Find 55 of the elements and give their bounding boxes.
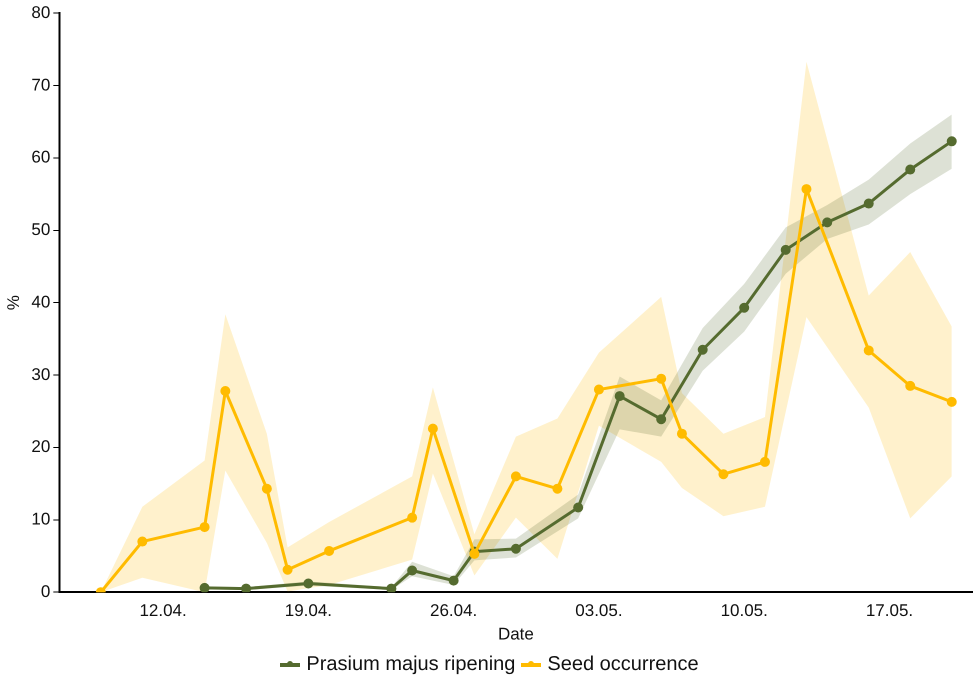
legend-label: Seed occurrence (547, 653, 699, 676)
y-tick-label: 0 (40, 582, 50, 601)
y-tick-label: 20 (31, 437, 50, 456)
point (552, 484, 562, 494)
point (303, 578, 314, 589)
y-tick-label: 70 (31, 75, 50, 94)
x-tick-label: 03.05. (575, 601, 623, 620)
x-tick-label: 26.04. (430, 601, 478, 620)
point (200, 582, 210, 592)
point (428, 424, 438, 434)
x-tick-label: 10.05. (720, 601, 768, 620)
point (262, 484, 272, 494)
y-tick-label: 60 (31, 148, 50, 167)
point (573, 502, 584, 513)
x-tick-label: 17.05. (866, 601, 914, 620)
point (822, 217, 832, 228)
point (676, 428, 687, 439)
point (614, 391, 625, 402)
point (448, 576, 459, 586)
point (386, 584, 396, 592)
point (905, 164, 916, 175)
point (780, 244, 791, 255)
point (698, 344, 708, 355)
y-tick-label: 30 (31, 364, 50, 384)
point (946, 136, 957, 146)
point (510, 544, 521, 554)
y-tick-label: 10 (31, 510, 50, 529)
x-axis-title: Date (498, 624, 534, 644)
point (946, 396, 957, 407)
point (656, 414, 666, 424)
y-tick-label: 80 (31, 2, 50, 22)
point (864, 198, 874, 209)
point (656, 374, 666, 384)
y-tick-label: 50 (31, 220, 50, 240)
point (282, 564, 293, 575)
legend-label: Prasium majus ripening (306, 653, 516, 676)
x-tick-label: 19.04. (284, 601, 332, 620)
point (407, 512, 418, 523)
point (324, 546, 334, 556)
y-tick-label: 40 (31, 292, 50, 312)
point (510, 471, 521, 482)
point (760, 456, 770, 467)
point (407, 565, 418, 576)
point (220, 386, 230, 396)
point (905, 380, 916, 391)
point (739, 302, 750, 313)
point (864, 345, 874, 356)
point (200, 522, 210, 532)
y-axis-title: % (4, 295, 23, 310)
point (718, 469, 728, 480)
point (801, 184, 812, 194)
point (137, 536, 148, 547)
point (241, 584, 252, 592)
x-tick-label: 12.04. (139, 601, 187, 620)
point (594, 384, 604, 395)
